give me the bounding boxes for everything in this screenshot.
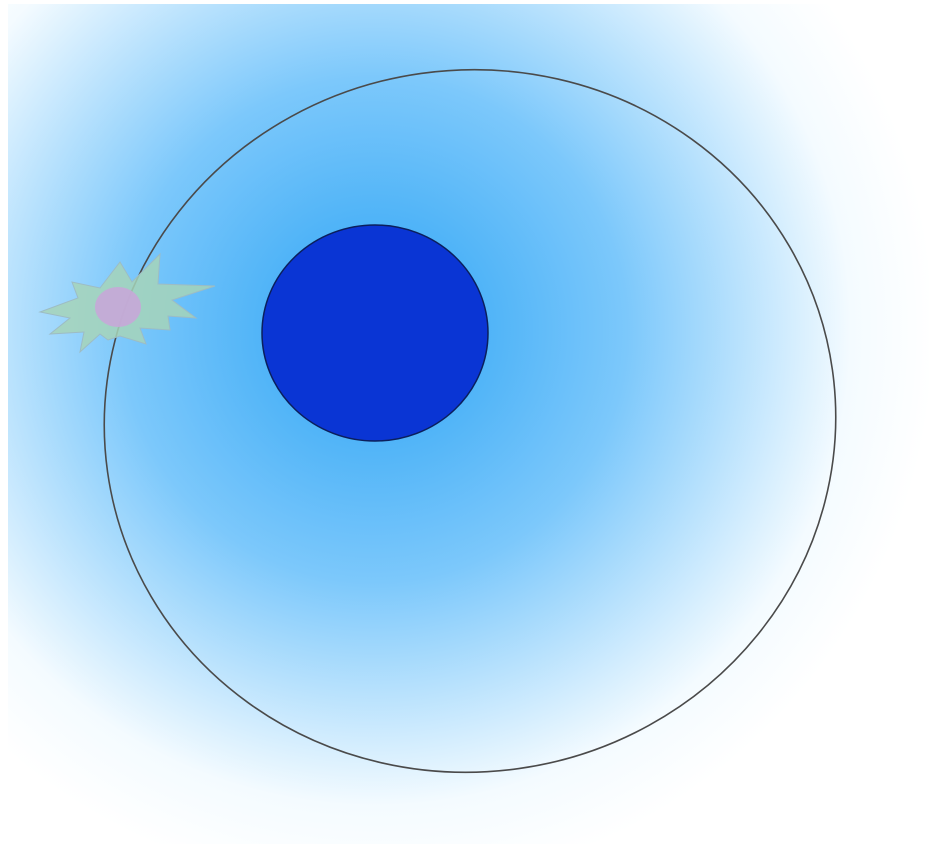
central-body	[261, 224, 489, 442]
orbiting-body	[38, 252, 216, 354]
radial-glow-background	[8, 4, 929, 844]
orbiting-body-core	[95, 287, 141, 327]
orbit-path	[103, 68, 837, 774]
